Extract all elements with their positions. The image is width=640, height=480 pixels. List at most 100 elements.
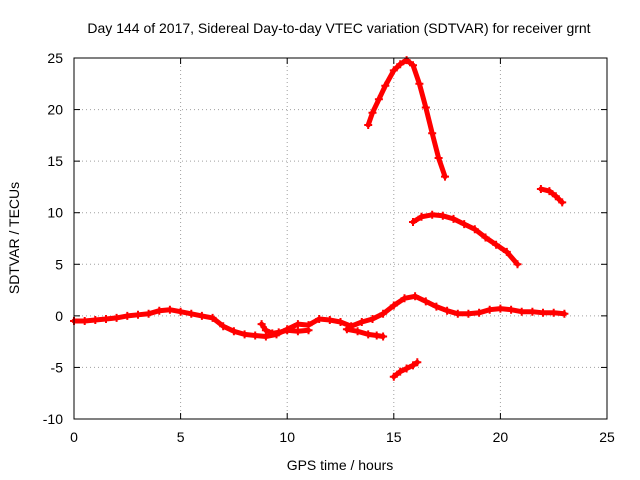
data-point — [507, 305, 516, 314]
data-point — [409, 61, 417, 70]
data-point — [517, 307, 526, 316]
data-point — [470, 225, 479, 234]
data-point — [432, 302, 441, 311]
data-point — [197, 311, 206, 320]
data-point — [144, 309, 153, 318]
axis-ticks: 0 5 10 15 20 25 -10 -5 0 5 10 15 20 25 — [43, 50, 615, 445]
data-point — [443, 306, 452, 315]
data-point — [357, 318, 366, 326]
data-point — [402, 364, 411, 373]
data-point — [274, 328, 283, 337]
data-point — [528, 307, 537, 316]
data-point — [381, 81, 390, 90]
data-point — [379, 309, 388, 318]
data-point — [453, 309, 462, 318]
data-point — [481, 233, 490, 242]
data-point — [389, 372, 398, 381]
y-tick-label: -5 — [51, 359, 64, 375]
data-point — [240, 330, 249, 339]
data-point — [315, 315, 324, 323]
data-point — [536, 185, 545, 193]
data-point — [558, 198, 567, 207]
data-point — [551, 192, 560, 201]
data-point — [293, 320, 302, 329]
y-tick-label: 25 — [47, 50, 63, 66]
data-point — [187, 309, 196, 318]
y-tick-label: 5 — [55, 256, 63, 272]
data-point — [102, 315, 110, 323]
y-axis-label: SDTVAR / TECUs — [6, 182, 22, 294]
x-tick-label: 25 — [599, 429, 615, 445]
y-tick-label: 20 — [47, 102, 63, 118]
data-point — [402, 56, 411, 65]
data-point — [413, 358, 422, 367]
y-tick-label: 10 — [47, 205, 63, 221]
data-point — [438, 211, 447, 220]
data-point — [460, 220, 469, 229]
series-track-late-evening — [536, 185, 567, 207]
plot-frame — [73, 57, 608, 420]
chart-title: Day 144 of 2017, Sidereal Day-to-day VTE… — [87, 20, 590, 36]
data-point — [353, 327, 362, 336]
data-point — [415, 79, 424, 88]
data-point — [251, 331, 260, 340]
data-point — [368, 315, 377, 323]
data-point — [496, 304, 505, 313]
data-point — [428, 129, 437, 138]
data-point — [545, 187, 554, 196]
series-line — [410, 212, 520, 267]
data-point — [379, 332, 388, 341]
x-axis-label: GPS time / hours — [287, 457, 394, 473]
data-point — [364, 330, 373, 339]
data-point — [502, 247, 511, 256]
data-point — [492, 240, 501, 249]
series-track-descending — [409, 210, 522, 269]
data-point — [80, 317, 89, 325]
data-point — [475, 308, 484, 317]
data-point — [293, 327, 302, 336]
data-point — [304, 326, 313, 335]
data-point — [411, 292, 420, 301]
x-tick-label: 15 — [386, 429, 402, 445]
series-line — [365, 57, 448, 180]
data-point — [389, 66, 398, 75]
data-point — [396, 367, 405, 376]
data-point — [421, 297, 430, 306]
data-point — [389, 301, 398, 310]
series-track-dip — [257, 320, 313, 338]
data-point — [208, 313, 217, 322]
data-point — [485, 305, 494, 314]
data-point — [261, 326, 270, 335]
data-point — [428, 210, 437, 219]
data-point — [409, 218, 417, 226]
data-point — [325, 316, 334, 324]
series-track-baseline — [70, 292, 569, 341]
data-point — [560, 309, 569, 318]
data-series — [70, 56, 569, 381]
data-point — [219, 322, 228, 331]
series-track-negative — [389, 358, 422, 381]
data-point — [257, 320, 266, 329]
data-point — [400, 294, 409, 303]
x-tick-label: 20 — [493, 429, 509, 445]
data-point — [368, 108, 377, 117]
data-point — [374, 95, 383, 104]
x-tick-label: 0 — [70, 429, 78, 445]
y-tick-label: 0 — [55, 308, 63, 324]
data-point — [409, 361, 417, 370]
data-point — [396, 60, 405, 69]
y-tick-label: -10 — [43, 411, 63, 427]
data-point — [123, 311, 132, 320]
data-point — [229, 327, 238, 336]
data-point — [91, 316, 100, 324]
series-track-lower-14h — [342, 325, 388, 341]
x-tick-label: 10 — [279, 429, 295, 445]
data-point — [539, 308, 547, 317]
data-point — [364, 121, 373, 129]
y-tick-label: 15 — [47, 153, 63, 169]
x-tick-label: 5 — [177, 429, 185, 445]
data-point — [134, 310, 142, 319]
data-point — [283, 326, 292, 335]
data-point — [165, 305, 174, 314]
